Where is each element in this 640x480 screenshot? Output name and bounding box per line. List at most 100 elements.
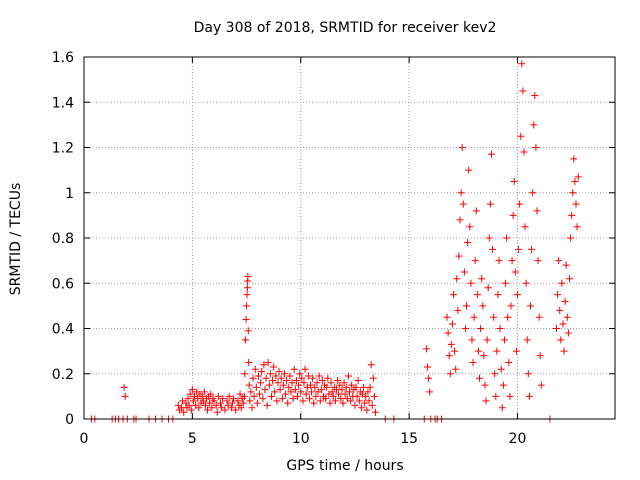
data-point — [237, 404, 245, 412]
data-point — [523, 336, 531, 344]
data-point — [244, 327, 252, 335]
data-point — [463, 302, 471, 310]
data-point — [360, 383, 368, 391]
data-point — [200, 388, 208, 396]
data-point — [259, 395, 267, 403]
data-point — [521, 223, 529, 231]
axis-ticks — [83, 56, 615, 420]
data-point — [305, 395, 313, 403]
data-point — [212, 401, 220, 409]
data-point — [572, 200, 580, 208]
data-point — [310, 399, 318, 407]
data-point — [362, 392, 370, 400]
data-point — [291, 386, 299, 394]
data-point — [198, 392, 206, 400]
data-point — [318, 377, 326, 385]
data-point — [426, 388, 434, 396]
data-point — [367, 361, 375, 369]
data-point — [465, 166, 473, 174]
data-point — [241, 370, 249, 378]
data-point — [448, 320, 456, 328]
data-point — [120, 383, 128, 391]
y-tick-label: 1.2 — [52, 141, 74, 157]
data-point — [353, 392, 361, 400]
data-point — [184, 395, 192, 403]
data-point — [506, 392, 514, 400]
data-point — [564, 329, 572, 337]
data-point — [241, 336, 249, 344]
data-point — [559, 320, 567, 328]
data-point — [275, 367, 283, 375]
data-point — [451, 347, 459, 355]
data-point — [536, 352, 544, 360]
data-point — [473, 291, 481, 299]
data-point — [342, 383, 350, 391]
data-point — [324, 374, 332, 382]
data-point — [495, 257, 503, 265]
data-point — [446, 370, 454, 378]
data-point — [267, 392, 275, 400]
x-tick-labels: 0 5 10 15 20 — [80, 431, 527, 447]
data-point — [477, 325, 485, 332]
data-point — [299, 397, 307, 405]
data-point — [508, 257, 516, 265]
data-point — [533, 207, 541, 215]
data-point — [249, 374, 257, 382]
data-point — [425, 374, 433, 382]
data-point — [243, 284, 251, 292]
data-point — [337, 395, 345, 403]
data-point — [509, 211, 517, 219]
data-point — [515, 245, 523, 253]
data-point — [317, 386, 325, 394]
data-point — [335, 390, 343, 398]
data-point — [491, 370, 499, 378]
data-point — [341, 390, 349, 398]
data-point — [219, 395, 227, 403]
data-point — [276, 386, 284, 394]
data-point — [213, 408, 221, 416]
data-point — [496, 325, 504, 332]
data-point — [560, 347, 568, 355]
data-point — [487, 150, 495, 158]
data-point — [230, 395, 238, 403]
data-point — [364, 388, 372, 396]
data-point — [340, 379, 348, 387]
data-point — [502, 279, 510, 287]
data-point — [365, 397, 373, 405]
data-point — [185, 401, 193, 409]
data-point — [277, 374, 285, 382]
data-point — [221, 406, 229, 414]
data-point — [236, 390, 244, 398]
data-point — [485, 234, 493, 242]
data-point — [467, 279, 475, 287]
data-point — [352, 383, 360, 391]
data-point — [348, 381, 356, 389]
data-point — [525, 392, 533, 400]
data-point — [484, 284, 492, 292]
data-point — [450, 291, 458, 299]
y-tick-label: 0.4 — [52, 322, 74, 338]
data-point — [272, 372, 280, 380]
data-point — [308, 388, 316, 396]
data-point — [279, 381, 287, 389]
data-point — [507, 302, 515, 310]
data-point — [248, 404, 256, 412]
data-point — [234, 397, 242, 405]
data-point — [461, 325, 469, 332]
data-point — [531, 91, 539, 99]
data-point — [278, 395, 286, 403]
data-point — [486, 200, 494, 208]
data-point — [256, 390, 264, 398]
data-point — [315, 372, 323, 380]
data-point — [511, 268, 519, 276]
data-point — [498, 404, 506, 412]
data-point — [516, 200, 524, 208]
data-point — [456, 216, 464, 224]
data-point — [512, 347, 520, 355]
data-point — [258, 367, 266, 375]
data-point — [326, 399, 334, 407]
data-point — [245, 381, 253, 389]
data-point — [347, 397, 355, 405]
data-point — [285, 383, 293, 391]
data-point — [357, 404, 365, 412]
